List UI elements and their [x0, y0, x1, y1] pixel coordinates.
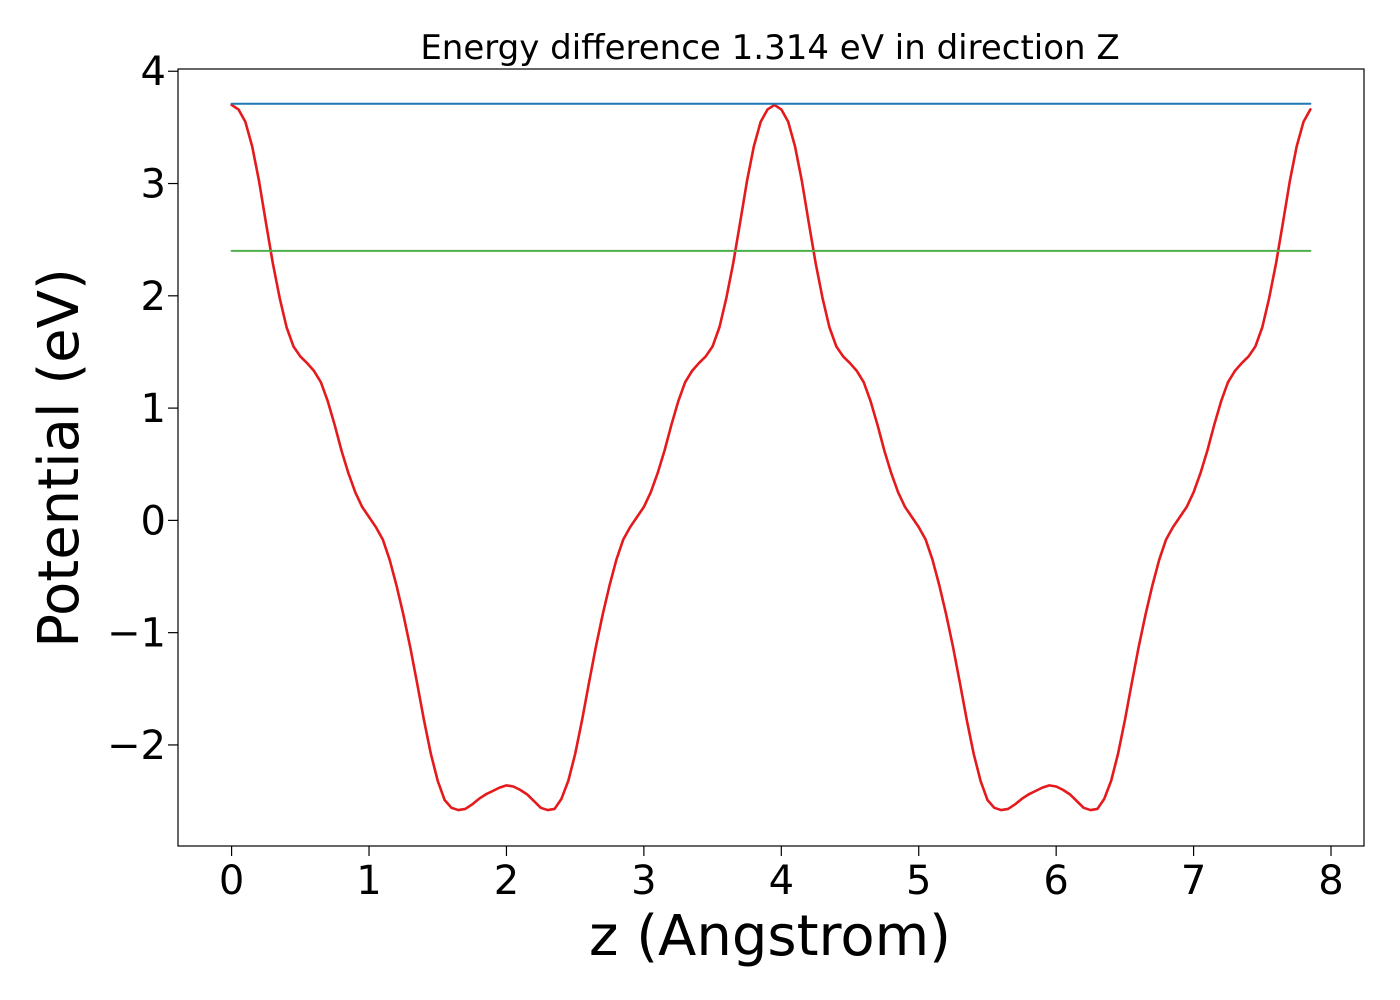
- y-tick-label: −1: [107, 611, 166, 657]
- x-tick-label: 0: [219, 858, 244, 904]
- chart-title: Energy difference 1.314 eV in direction …: [420, 28, 1119, 68]
- series-layer: [230, 102, 1312, 812]
- potential-line: [230, 103, 1312, 812]
- x-tick-label: 5: [906, 858, 931, 904]
- y-tick-label: 4: [141, 49, 166, 95]
- x-tick-label: 6: [1043, 858, 1068, 904]
- tick-layer: 0 1 2 3 4 5 6 7 8 −2 −1 0 1 2 3 4: [107, 49, 1344, 904]
- y-tick-label: 2: [141, 274, 166, 320]
- y-tick-label: 1: [141, 386, 166, 432]
- x-tick-label: 3: [631, 858, 656, 904]
- y-axis-label: Potential (eV): [27, 268, 92, 648]
- y-tick-label: 0: [141, 498, 166, 544]
- x-axis-label: z (Angstrom): [589, 904, 951, 969]
- x-tick-label: 2: [494, 858, 519, 904]
- y-tick-label: 3: [141, 162, 166, 208]
- x-tick-label: 1: [356, 858, 381, 904]
- x-tick-label: 4: [769, 858, 794, 904]
- x-tick-label: 7: [1181, 858, 1206, 904]
- plot-frame: [177, 68, 1365, 847]
- y-tick-label: −2: [107, 723, 166, 769]
- x-tick-label: 8: [1318, 858, 1343, 904]
